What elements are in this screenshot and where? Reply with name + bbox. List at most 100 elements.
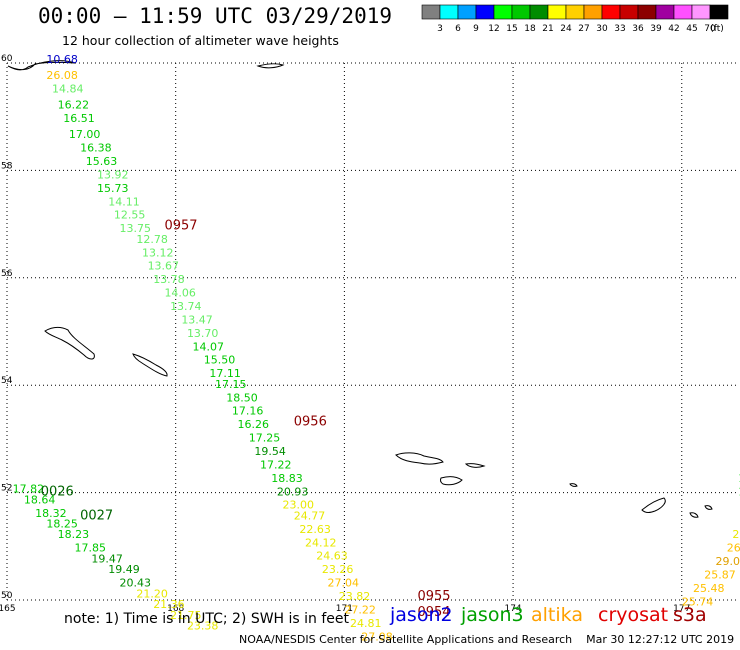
wave-height-value: 21.75: [170, 609, 202, 622]
lon-tick-label: 174: [504, 604, 521, 614]
wave-height-value: 17.11: [209, 367, 241, 380]
wave-height-value: 21.20: [136, 587, 168, 600]
satellite-name: altika: [531, 604, 583, 626]
wave-height-value: 24.63: [316, 550, 348, 563]
legend-tick-label: 6: [455, 24, 461, 34]
pass-time-label: 0955: [417, 589, 450, 604]
wave-height-value: 24.77: [294, 509, 326, 522]
lat-tick-label: 56: [1, 269, 13, 279]
lat-tick-label: 52: [1, 484, 12, 494]
satellite-name: jason3: [461, 604, 524, 626]
legend-tick-label: 36: [632, 24, 644, 34]
wave-height-value: 17.82: [13, 483, 45, 496]
coastlines: [7, 60, 713, 518]
lat-tick-label: 58: [1, 161, 13, 171]
wave-height-value: 10.68: [46, 53, 78, 66]
wave-height-value: 26.08: [46, 69, 78, 82]
satellite-name: s3a: [673, 604, 707, 626]
wave-height-value: 22.63: [299, 523, 331, 536]
map-grid: [6, 62, 738, 601]
wave-height-value: 14.: [738, 472, 740, 485]
wave-height-value: 27.08: [361, 630, 393, 643]
wave-height-value: 16.51: [63, 112, 95, 125]
wave-height-value: 23.00: [283, 499, 315, 512]
legend-tick-label: 21: [542, 24, 553, 34]
wave-height-value: 23.26: [322, 563, 354, 576]
wave-height-value: 26.54: [727, 542, 740, 555]
wave-height-value: 16.22: [58, 99, 90, 112]
legend-tick-label: 30: [596, 24, 608, 34]
wave-height-value: 13.70: [187, 327, 219, 340]
legend-tick-label: 45: [686, 24, 697, 34]
wave-height-value: 25.87: [704, 569, 736, 582]
legend-tick-label: 70: [704, 24, 716, 34]
legend-tick-label: 18: [524, 24, 536, 34]
wave-height-value: 14.06: [164, 287, 196, 300]
wave-height-value: 23.74: [732, 528, 740, 541]
satellite-name: cryosat: [598, 604, 669, 626]
wave-height-value: 18.23: [58, 528, 90, 541]
wave-height-value: 13.47: [181, 313, 213, 326]
wave-height-value: 20.43: [119, 577, 151, 590]
lat-tick-label: 54: [1, 376, 13, 386]
wave-height-value: 13.74: [170, 300, 202, 313]
wave-height-value: 13.: [738, 485, 740, 498]
lat-tick-label: 60: [1, 54, 13, 64]
wave-height-value: 23.38: [187, 620, 219, 633]
legend-tick-label: 9: [473, 24, 479, 34]
wave-height-value: 13.75: [119, 222, 151, 235]
lat-tick-label: 50: [1, 591, 13, 601]
legend-swatch: [709, 4, 729, 20]
wave-height-value: 14.07: [193, 340, 225, 353]
wave-height-value: 23.82: [339, 590, 371, 603]
wave-height-value: 19.54: [254, 445, 286, 458]
axis-tick-labels: 165 168 171 174 177 60 58 56 54 52 50: [0, 54, 690, 614]
wave-height-value: 20.93: [277, 485, 309, 498]
legend-tick-label: 24: [560, 24, 572, 34]
pass-time-label: 0954: [417, 605, 450, 620]
pass-time-label: 0026: [41, 484, 74, 499]
color-legend: 3 6 9 12 15 18 21 24 27 30 33 36 39 42 45 70(ft): [421, 4, 729, 34]
lon-tick-label: 177: [673, 604, 690, 614]
wave-height-value: 24.81: [350, 617, 382, 630]
wave-height-value: 14.84: [52, 83, 84, 96]
wave-height-value: 18.32: [35, 507, 67, 520]
wave-height-value: 24.12: [305, 536, 337, 549]
page-subtitle: 12 hour collection of altimeter wave hei…: [62, 33, 339, 48]
pass-time-label: 0956: [294, 414, 327, 429]
legend-tick-label: 39: [650, 24, 662, 34]
pass-time-label: 0957: [164, 218, 197, 233]
wave-height-value: 25.74: [682, 595, 714, 608]
legend-tick-label: 27: [578, 24, 589, 34]
wave-height-value: 13.67: [148, 260, 180, 273]
wave-height-value: 19.47: [91, 552, 123, 565]
wave-height-value: 15.73: [97, 182, 129, 195]
wave-height-value: 21.36: [153, 598, 185, 611]
legend-unit: (ft): [710, 24, 724, 34]
wave-height-value: 18.83: [271, 472, 303, 485]
wave-height-value: 13.12: [142, 246, 174, 259]
wave-height-value: 17.22: [260, 458, 292, 471]
wave-height-value: 18.64: [24, 493, 56, 506]
wave-height-value: 17.15: [215, 378, 247, 391]
wave-height-value: 13.92: [97, 168, 129, 181]
wave-height-value: 18.50: [226, 391, 257, 404]
wave-height-value: 19.49: [108, 563, 140, 576]
wave-height-value: 13.78: [153, 273, 185, 286]
wave-height-value: 15.63: [86, 155, 118, 168]
lon-tick-label: 165: [0, 604, 16, 614]
satellite-name: jason2: [390, 604, 453, 626]
lon-tick-label: 168: [167, 604, 184, 614]
lon-tick-label: 171: [336, 604, 353, 614]
legend-tick-label: 12: [488, 24, 499, 34]
wave-height-value: 12.78: [136, 233, 168, 246]
wave-height-value: 14.11: [108, 195, 140, 208]
wave-height-value: 27.04: [328, 577, 360, 590]
pass-time-label: 0027: [80, 508, 113, 523]
legend-tick-label: 15: [506, 24, 517, 34]
wave-height-value: 15.50: [204, 354, 236, 367]
wave-height-value: 25.48: [693, 582, 725, 595]
wave-height-value: 18.25: [46, 518, 78, 531]
